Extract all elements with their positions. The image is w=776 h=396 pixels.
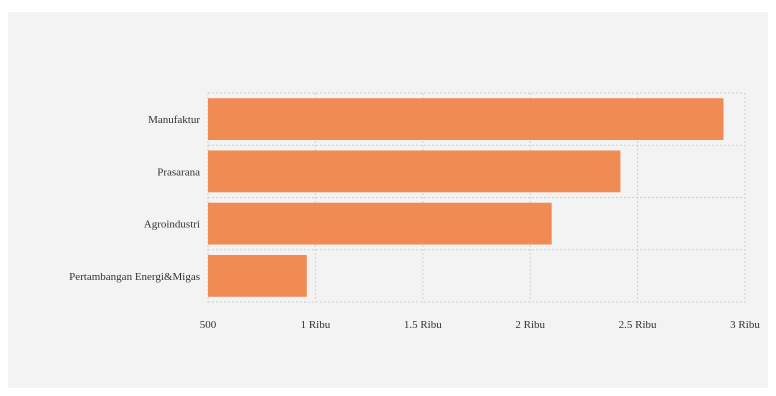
bar[interactable] — [208, 98, 724, 141]
x-tick-label: 2.5 Ribu — [619, 319, 657, 331]
category-label: Agroindustri — [144, 219, 200, 231]
x-tick-label: 1.5 Ribu — [404, 319, 442, 331]
bar-chart: Manufaktur Prasarana Agroindustri Pertamban… — [69, 92, 761, 331]
bar[interactable] — [208, 150, 621, 193]
x-tick-label: 2 Ribu — [515, 319, 545, 331]
chart-panel: Manufaktur Prasarana Agroindustri Pertamban… — [8, 12, 768, 388]
category-labels: Manufaktur Prasarana Agroindustri Pertamban… — [69, 114, 200, 283]
x-tick-labels: 500 1 Ribu 1.5 Ribu 2 Ribu 2.5 Ribu 3 Ribu — [200, 319, 761, 331]
x-tick-label: 3 Ribu — [730, 319, 760, 331]
bar[interactable] — [208, 254, 307, 297]
x-tick-label: 1 Ribu — [301, 319, 331, 331]
x-tick-label: 500 — [200, 319, 217, 331]
bar[interactable] — [208, 202, 552, 245]
grid-lines — [207, 92, 746, 303]
category-label: Pertambangan Energi&Migas — [69, 271, 200, 283]
category-label: Prasarana — [157, 166, 200, 178]
bars — [208, 98, 724, 297]
category-label: Manufaktur — [148, 114, 200, 126]
